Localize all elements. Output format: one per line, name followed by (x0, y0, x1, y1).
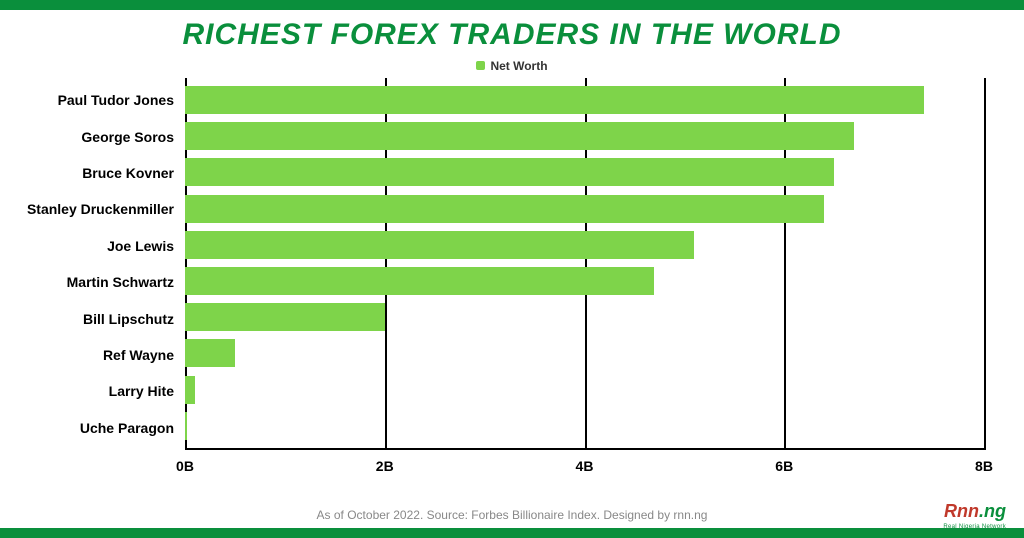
y-tick-label: Bill Lipschutz (30, 305, 180, 333)
y-tick-label: Ref Wayne (30, 341, 180, 369)
logo-part1: Rnn (944, 501, 979, 521)
bar (185, 231, 694, 259)
y-tick-label: Paul Tudor Jones (30, 86, 180, 114)
x-tick-label: 8B (975, 458, 993, 474)
plot-area (185, 78, 984, 450)
legend-label: Net Worth (490, 59, 547, 73)
x-tick-label: 6B (775, 458, 793, 474)
bar (185, 339, 235, 367)
bar-row (185, 376, 984, 404)
chart-area: Paul Tudor Jones George Soros Bruce Kovner… (30, 78, 994, 478)
y-tick-label: Larry Hite (30, 377, 180, 405)
bars-container (185, 78, 984, 448)
bar (185, 195, 824, 223)
bar-row (185, 231, 984, 259)
bar-row (185, 158, 984, 186)
bar (185, 303, 385, 331)
bar-row (185, 195, 984, 223)
y-tick-label: Stanley Druckenmiller (30, 195, 180, 223)
top-stripe (0, 0, 1024, 10)
y-tick-label: Uche Paragon (30, 414, 180, 442)
bottom-stripe (0, 528, 1024, 538)
logo-subtext: Real Nigeria Network (943, 524, 1006, 530)
bar (185, 158, 834, 186)
bar-row (185, 86, 984, 114)
y-tick-label: Joe Lewis (30, 232, 180, 260)
x-axis-labels: 0B2B4B6B8B (185, 454, 984, 478)
bar (185, 122, 854, 150)
chart-title: RICHEST FOREX TRADERS IN THE WORLD (0, 18, 1024, 52)
bar (185, 376, 195, 404)
logo-part2: .ng (979, 501, 1006, 521)
x-tick-label: 4B (576, 458, 594, 474)
logo: Rnn.ng (944, 501, 1006, 522)
bar-row (185, 339, 984, 367)
x-tick-label: 0B (176, 458, 194, 474)
bar-row (185, 303, 984, 331)
grid-line (984, 78, 986, 450)
legend-swatch (476, 61, 485, 70)
y-tick-label: Martin Schwartz (30, 268, 180, 296)
caption-text: As of October 2022. Source: Forbes Billi… (317, 508, 674, 522)
bar-row (185, 122, 984, 150)
bar (185, 86, 924, 114)
bar-row (185, 412, 984, 440)
bar (185, 412, 187, 440)
bar-row (185, 267, 984, 295)
bar (185, 267, 654, 295)
y-tick-label: George Soros (30, 123, 180, 151)
x-tick-label: 2B (376, 458, 394, 474)
caption: As of October 2022. Source: Forbes Billi… (0, 508, 1024, 522)
y-tick-label: Bruce Kovner (30, 159, 180, 187)
y-axis-labels: Paul Tudor Jones George Soros Bruce Kovner… (30, 78, 180, 450)
caption-link[interactable]: rnn.ng (673, 508, 707, 522)
legend: Net Worth (0, 58, 1024, 73)
